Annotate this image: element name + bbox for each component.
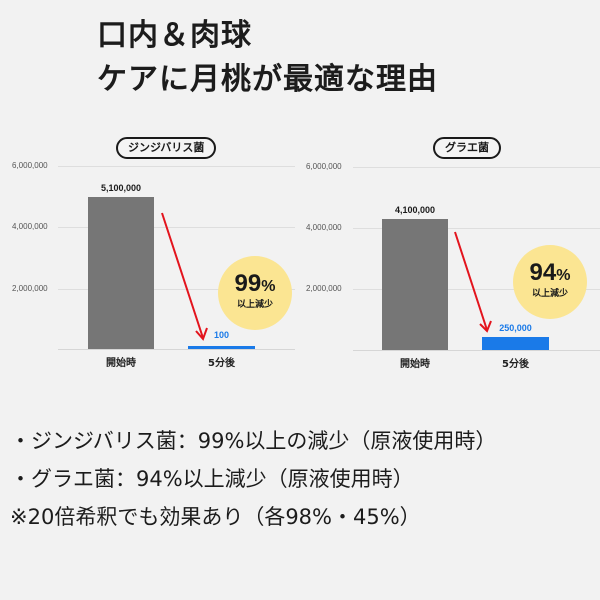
chart-label-pill: ジンジバリス菌 [116,137,217,159]
chart-label-pill: グラエ菌 [433,137,501,159]
x-label-before: 開始時 [106,358,136,369]
ytick-6m: 6,000,000 [306,162,342,171]
badge-percent: 94% [529,259,571,286]
title-line-1: 口内＆肉球 [97,18,252,53]
title-line-2: ケアに月桃が最適な理由 [97,62,438,97]
ytick-2m: 2,000,000 [306,284,342,293]
x-label-after: 5分後 [502,359,529,370]
bar-after [188,346,255,349]
reduction-badge: 99% 以上減少 [218,256,292,330]
gridline-6m [353,167,600,168]
ytick-4m: 4,000,000 [306,223,342,232]
notes: ・ジンジバリス菌：99%以上の減少（原液使用時） ・グラエ菌：94%以上減少（原… [10,422,496,536]
page-title: 口内＆肉球 ケアに月桃が最適な理由 [97,14,438,102]
x-label-before: 開始時 [400,359,430,370]
baseline [353,350,600,351]
bar-value-after: 100 [213,330,230,340]
note-gingivalis: ・ジンジバリス菌：99%以上の減少（原液使用時） [10,429,497,453]
decrease-arrow-icon [161,212,208,341]
x-label-after: 5分後 [208,358,235,369]
chart-gingivalis: ジンジバリス菌 6,000,000 4,000,000 2,000,000 5,… [0,130,300,380]
chart-gulae: グラエ菌 6,000,000 4,000,000 2,000,000 4,100… [300,130,600,380]
bar-before [382,219,448,350]
ytick-6m: 6,000,000 [12,161,48,170]
badge-percent: 99% [234,270,276,297]
bar-value-before: 5,100,000 [100,183,142,193]
gridline-2m [58,289,295,290]
badge-text: 以上減少 [236,300,273,310]
note-dilution: ※20倍希釈でも効果あり（各98%・45%） [10,505,421,529]
gridline-4m [58,227,295,228]
ytick-2m: 2,000,000 [12,284,48,293]
note-gulae: ・グラエ菌：94%以上減少（原液使用時） [10,467,414,491]
reduction-badge: 94% 以上減少 [513,245,587,319]
gridline-6m [58,166,295,167]
ytick-4m: 4,000,000 [12,222,48,231]
bar-value-before: 4,100,000 [394,205,436,215]
gridline-2m [353,289,600,290]
baseline [58,349,295,350]
decrease-arrow-icon [454,231,492,333]
gridline-4m [353,228,600,229]
bar-value-after: 250,000 [499,323,532,333]
bar-before [88,197,154,349]
bar-after [482,337,549,350]
badge-text: 以上減少 [531,289,568,299]
